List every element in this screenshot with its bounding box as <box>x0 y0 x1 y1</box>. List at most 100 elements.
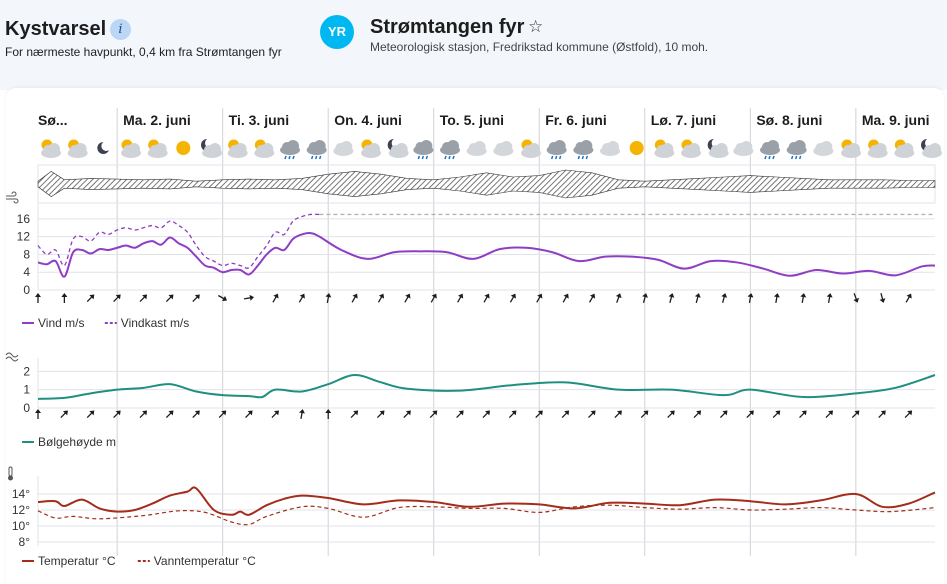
legend-wind: Vind m/s <box>22 316 84 330</box>
wave-direction-arrow <box>35 409 41 419</box>
wind-direction-arrow <box>826 293 833 304</box>
moon-cloud-icon <box>387 138 409 158</box>
wind-direction-arrow <box>430 293 437 303</box>
wave-height-line <box>37 373 936 400</box>
wind-direction-arrow <box>694 293 701 303</box>
partly-cloudy-icon <box>681 139 701 158</box>
rain-cloud-icon <box>306 140 327 160</box>
wind-direction-arrow <box>562 293 569 303</box>
y-tick-label: 10° <box>12 519 30 533</box>
partly-cloudy-icon <box>361 139 381 158</box>
wave-direction-arrow <box>192 410 200 418</box>
moon-cloud-icon <box>201 138 222 158</box>
wave-direction-arrow <box>325 409 332 419</box>
wave-direction-arrow <box>561 410 570 418</box>
current-area <box>37 169 936 199</box>
partly-cloudy-icon <box>67 139 88 158</box>
wind-direction-arrow <box>457 293 464 303</box>
wave-direction-arrow <box>218 410 227 418</box>
wave-direction-arrow <box>667 410 675 418</box>
wave-direction-arrow <box>86 410 95 418</box>
cloud-icon <box>493 141 514 156</box>
day-label: Ma. 9. juni <box>862 112 930 128</box>
wind-direction-arrow <box>747 293 754 304</box>
partly-cloudy-icon <box>227 139 248 158</box>
wind-direction-arrow <box>483 293 490 303</box>
partly-cloudy-icon <box>654 139 675 158</box>
header-bar <box>0 0 947 90</box>
page-title: Kystvarsel <box>5 18 107 40</box>
legend-label: Vind m/s <box>38 316 84 330</box>
sun-icon <box>629 141 644 155</box>
moon-cloud-icon <box>707 138 729 158</box>
page-subtitle: For nærmeste havpunkt, 0,4 km fra Strømt… <box>5 45 282 59</box>
wave-direction-arrow <box>271 410 279 418</box>
wave-direction-arrow <box>719 410 728 418</box>
y-tick-label: 12° <box>12 503 30 517</box>
wave-direction-arrow <box>693 410 702 418</box>
water-temperature-line <box>37 504 936 526</box>
favorite-star-icon[interactable]: ☆ <box>528 17 544 36</box>
legend-label: Temperatur °C <box>38 554 116 568</box>
rain-cloud-icon <box>413 140 434 160</box>
rain-cloud-icon <box>786 140 807 160</box>
wind-icon <box>6 191 19 204</box>
wave-direction-arrow <box>640 410 649 418</box>
wind-direction-arrow <box>218 294 228 302</box>
wind-direction-arrow <box>615 293 622 303</box>
wind-direction-arrow <box>773 293 780 304</box>
wind-direction-arrow <box>588 293 596 303</box>
wave-direction-arrow <box>350 410 359 418</box>
wind-direction-arrow <box>61 293 68 303</box>
cloud-icon <box>813 141 834 156</box>
thermometer-icon <box>8 466 13 481</box>
partly-cloudy-icon <box>121 139 141 158</box>
wind-direction-arrow <box>272 293 279 303</box>
wave-direction-arrow <box>299 409 305 420</box>
info-icon[interactable]: i <box>110 19 131 40</box>
rain-cloud-icon <box>440 140 460 160</box>
wave-direction-arrow <box>165 410 174 418</box>
rain-cloud-icon <box>546 140 567 160</box>
y-tick-label: 16 <box>17 212 31 226</box>
partly-cloudy-icon <box>254 139 275 158</box>
wind-direction-arrow <box>668 293 675 303</box>
wave-direction-arrow <box>799 410 807 418</box>
wave-direction-arrow <box>851 410 860 418</box>
cloud-icon <box>600 141 620 156</box>
wave-direction-arrow <box>508 410 517 418</box>
station-name[interactable]: Strømtangen fyr <box>370 16 525 38</box>
wave-direction-arrow <box>113 410 121 418</box>
wind-direction-arrow <box>404 293 411 303</box>
wave-direction-arrow <box>245 410 253 418</box>
wave-direction-arrow <box>376 410 385 418</box>
wind-direction-arrow <box>139 294 148 302</box>
partly-cloudy-icon <box>867 139 888 158</box>
wind-speed-line <box>37 232 936 278</box>
y-tick-label: 2 <box>23 364 30 378</box>
wave-direction-arrow <box>482 410 491 418</box>
sun-icon <box>176 141 191 155</box>
y-tick-label: 0 <box>23 283 30 297</box>
legend-water-temperature: Vanntemperatur °C <box>137 554 256 568</box>
wind-direction-arrow <box>853 293 860 303</box>
wind-direction-arrow <box>298 293 305 303</box>
y-tick-label: 1 <box>23 383 30 397</box>
rain-cloud-icon <box>573 140 594 160</box>
wave-direction-arrow <box>588 410 596 418</box>
legend-wave: Bølgehøyde m <box>22 435 116 449</box>
wave-direction-arrow <box>429 410 438 418</box>
legend-label: Vanntemperatur °C <box>154 554 256 568</box>
wave-direction-arrow <box>60 410 68 418</box>
wave-direction-arrow <box>772 410 781 418</box>
wind-direction-arrow <box>165 294 174 302</box>
wind-direction-arrow <box>879 293 886 303</box>
y-tick-label: 8° <box>19 535 31 549</box>
wave-direction-arrow <box>904 410 913 418</box>
yr-logo: YR <box>320 15 354 49</box>
y-tick-label: 0 <box>23 401 30 415</box>
wind-direction-arrow <box>192 294 200 302</box>
moon-icon <box>97 141 112 154</box>
wave-direction-arrow <box>878 410 886 418</box>
